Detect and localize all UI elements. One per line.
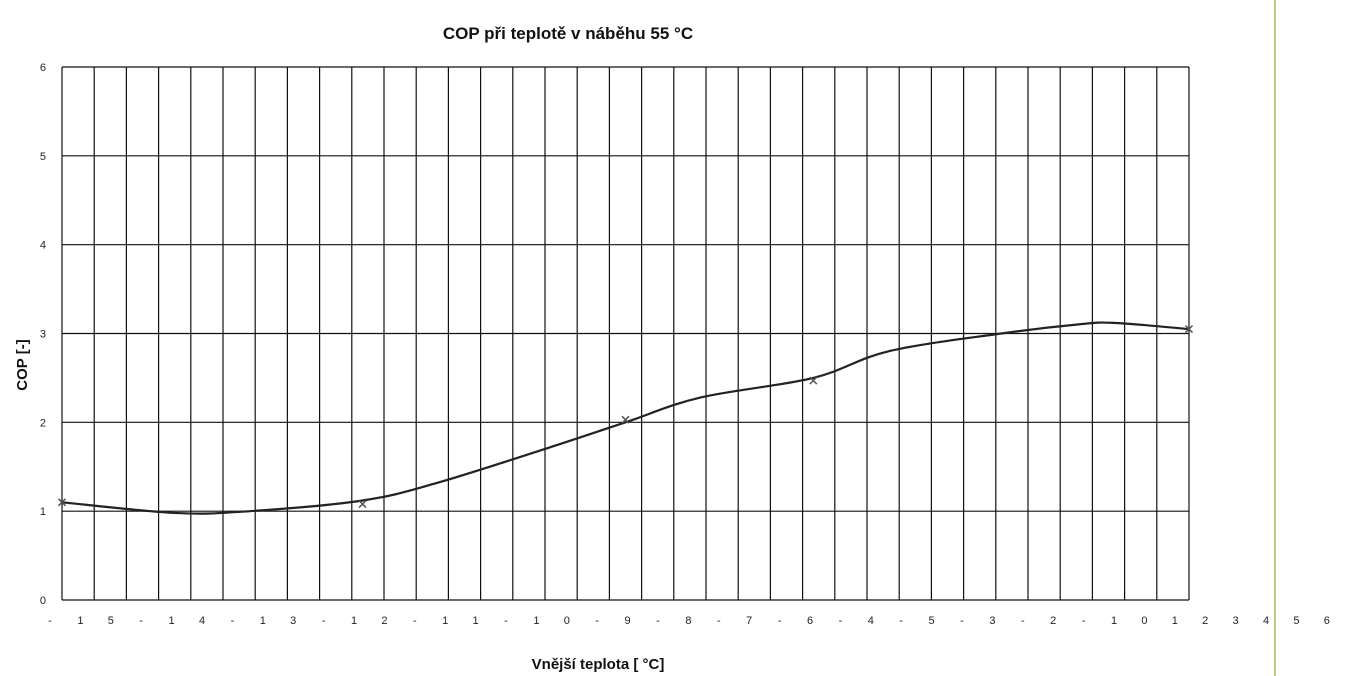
x-tick-label: 4 <box>1263 615 1269 627</box>
x-axis-label: Vnější teplota [ °C] <box>532 656 665 673</box>
data-point-stroke <box>621 415 630 424</box>
y-tick-label: 0 <box>40 595 46 607</box>
x-tick-label: - <box>839 615 843 627</box>
x-tick-label: 6 <box>807 615 813 627</box>
x-tick-label: 1 <box>260 615 266 627</box>
data-markers <box>57 325 1194 509</box>
y-tick-label: 1 <box>40 506 46 518</box>
x-tick-label: - <box>413 615 417 627</box>
x-tick-label: 3 <box>1233 615 1239 627</box>
x-tick-label: 9 <box>625 615 631 627</box>
data-point <box>1184 325 1194 334</box>
x-tick-label: 1 <box>1172 615 1178 627</box>
x-tick-label: - <box>231 615 235 627</box>
data-point-stroke <box>1184 325 1194 334</box>
x-tick-label: 7 <box>746 615 752 627</box>
x-tick-label: - <box>1082 615 1086 627</box>
y-tick-label: 6 <box>40 62 46 74</box>
y-tick-label: 4 <box>40 240 46 252</box>
x-tick-label: 0 <box>1141 615 1147 627</box>
x-tick-label: - <box>717 615 721 627</box>
x-tick-label: 1 <box>77 615 83 627</box>
x-tick-label: 2 <box>381 615 387 627</box>
x-tick-label: - <box>656 615 660 627</box>
data-point <box>57 498 67 507</box>
x-tick-label: 1 <box>1111 615 1117 627</box>
x-tick-label: 1 <box>351 615 357 627</box>
x-tick-label: - <box>899 615 903 627</box>
cop-curve <box>61 321 1190 515</box>
data-point-stroke <box>809 376 818 385</box>
y-tick-label: 3 <box>40 329 46 341</box>
x-tick-label: 1 <box>533 615 539 627</box>
x-tick-label: - <box>322 615 326 627</box>
y-tick-label: 2 <box>40 417 46 429</box>
x-tick-label: 5 <box>108 615 114 627</box>
x-tick-label: 3 <box>989 615 995 627</box>
data-point-stroke <box>358 500 367 509</box>
x-tick-label: 1 <box>473 615 479 627</box>
x-tick-label: 4 <box>868 615 874 627</box>
x-tick-label: - <box>960 615 964 627</box>
chart-title: COP při teplotě v náběhu 55 °C <box>443 24 693 43</box>
x-tick-label: 1 <box>442 615 448 627</box>
x-tick-label: - <box>139 615 143 627</box>
x-tick-label: 4 <box>199 615 205 627</box>
x-tick-label: 8 <box>685 615 691 627</box>
y-axis-ticks: 0 1 2 3 4 5 6 <box>40 62 46 607</box>
data-point <box>809 376 818 385</box>
x-tick-label: 1 <box>169 615 175 627</box>
x-tick-label: 6 <box>1324 615 1330 627</box>
x-tick-label: - <box>595 615 599 627</box>
x-tick-label: - <box>504 615 508 627</box>
x-axis-ticks: - 1 5 - 1 4 - 1 3 - 1 2 - 1 1 - 1 0 - 9 - 8 - 7 - 6 - 4 - 5 - 3 - 2 - 1 0 1 2 3… <box>48 615 1330 627</box>
x-tick-label: 0 <box>564 615 570 627</box>
plot-grid <box>61 66 1190 601</box>
x-tick-label: 2 <box>1202 615 1208 627</box>
x-tick-label: - <box>48 615 52 627</box>
x-tick-label: - <box>1021 615 1025 627</box>
y-axis-label: COP [-] <box>14 339 31 390</box>
data-point-stroke <box>57 498 67 507</box>
x-tick-label: 5 <box>1293 615 1299 627</box>
data-point <box>621 415 630 424</box>
x-tick-label: 5 <box>929 615 935 627</box>
data-point <box>358 500 367 509</box>
y-tick-label: 5 <box>40 151 46 163</box>
x-tick-label: 2 <box>1050 615 1056 627</box>
x-tick-label: 3 <box>290 615 296 627</box>
x-tick-label: - <box>778 615 782 627</box>
